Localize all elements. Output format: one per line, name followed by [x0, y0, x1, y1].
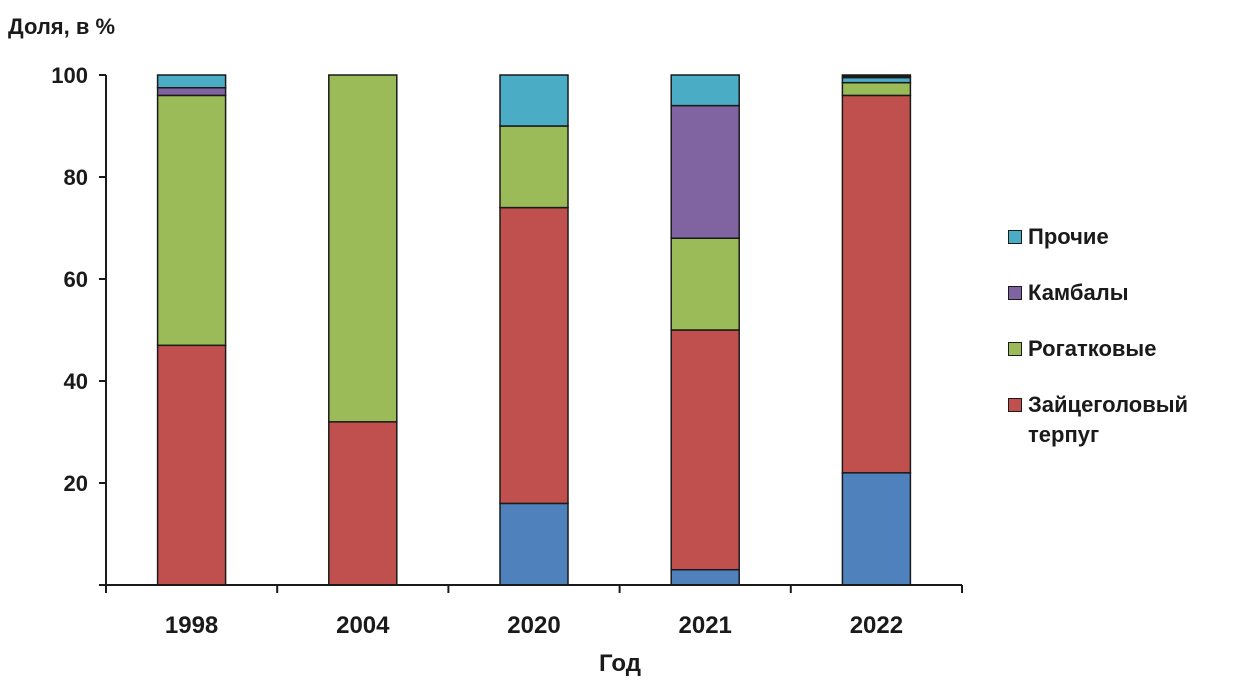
bar-segment-2020-4 [499, 74, 569, 127]
x-axis-title: Год [599, 650, 641, 677]
y-tick-label: 60 [64, 267, 88, 292]
legend-item: Прочие [1008, 222, 1233, 252]
x-tick-label: 2021 [679, 612, 732, 639]
bar-segment-2020-2 [499, 125, 569, 209]
x-tick-label: 1998 [165, 612, 218, 639]
y-axis-title: Доля, в % [8, 14, 115, 39]
bar-segment-2021-3 [670, 104, 740, 239]
legend-swatch [1008, 342, 1022, 356]
bar-segment-2004-2 [328, 74, 398, 423]
bar-segment-2004-1 [328, 421, 398, 586]
bar-segment-1998-4 [156, 74, 227, 89]
x-tick-label: 2020 [507, 612, 560, 639]
bar-segment-2020-0 [499, 502, 569, 586]
bar-segment-2022-extra [841, 74, 912, 79]
legend-label: Прочие [1028, 224, 1109, 249]
legend-label: Камбалы [1028, 280, 1129, 305]
bar-segment-2022-1 [841, 94, 912, 474]
y-tick-label: 80 [64, 165, 88, 190]
y-tick-label: 20 [64, 471, 88, 496]
y-tick-label: 100 [51, 63, 88, 88]
x-tick-label: 2022 [850, 612, 903, 639]
legend-item: Камбалы [1008, 278, 1233, 308]
legend-item: Зайцеголовый терпуг [1008, 390, 1233, 450]
bar-segment-2022-0 [841, 472, 912, 586]
legend-swatch [1008, 230, 1022, 244]
bar-segment-2022-2 [841, 81, 912, 97]
bar-segment-2021-4 [670, 74, 740, 107]
legend-label: Рогатковые [1028, 336, 1157, 361]
x-tick-label: 2004 [336, 612, 390, 639]
bar-segment-1998-1 [156, 344, 227, 586]
bar-segment-2020-1 [499, 206, 569, 505]
bar-segment-2021-1 [670, 329, 740, 571]
legend-label: Зайцеголовый терпуг [1028, 392, 1189, 447]
bar-segment-1998-2 [156, 94, 227, 347]
bar-segment-2022-4 [841, 76, 912, 84]
bar-segment-2021-0 [670, 568, 740, 586]
legend-swatch [1008, 286, 1022, 300]
legend-item: Рогатковые [1008, 334, 1233, 364]
bar-segment-2021-2 [670, 237, 740, 331]
legend-swatch [1008, 398, 1022, 412]
y-tick-label: 40 [64, 369, 88, 394]
bar-segment-1998-3 [156, 87, 227, 97]
legend: Прочие Камбалы Рогатковые Зайцеголовый терп… [1008, 222, 1233, 476]
